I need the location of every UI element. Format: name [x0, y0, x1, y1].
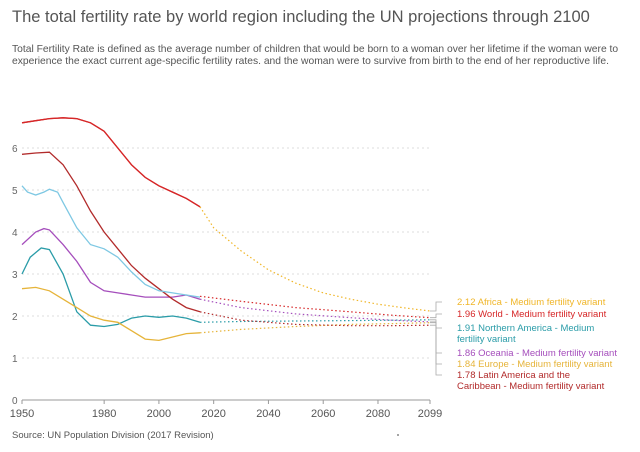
gridlines	[22, 147, 430, 359]
y-tick-label: 5	[12, 186, 18, 197]
series-end-label: fertility variant	[457, 334, 516, 345]
series-end-label: 1.78 Latin America and the	[457, 370, 570, 381]
series-line-historical	[21, 227, 201, 300]
y-tick-label: 3	[12, 270, 18, 281]
label-connector	[430, 324, 442, 376]
source-note: Source: UN Population Division (2017 Rev…	[12, 430, 214, 441]
y-axis-ticks: 0 1 2 3 4 5 6	[12, 144, 18, 407]
series-end-labels: 2.12 Africa - Medium fertility variant1.…	[457, 297, 617, 392]
series-end-label: Caribbean - Medium fertility variant	[457, 381, 605, 392]
y-tick-label: 0	[12, 396, 18, 407]
label-connector	[430, 301, 442, 312]
series-line-projection	[199, 295, 431, 319]
x-tick-label: 2020	[201, 408, 225, 420]
series-line-projection	[199, 206, 431, 312]
series-line-historical	[21, 185, 201, 298]
series-end-label: 1.91 Northern America - Medium	[457, 323, 594, 334]
label-connector	[430, 313, 442, 319]
x-tick-label: 2080	[366, 408, 390, 420]
series-line-projection	[199, 311, 431, 327]
series-line-projection	[199, 298, 431, 323]
x-tick-label: 1950	[10, 408, 34, 420]
y-tick-label: 6	[12, 144, 18, 155]
series-end-label: 1.84 Europe - Medium fertility variant	[457, 359, 613, 370]
x-tick-label: 2040	[256, 408, 280, 420]
x-tick-label: 2099	[418, 408, 442, 420]
series-line-historical	[21, 247, 201, 328]
x-tick-label: 2060	[311, 408, 335, 420]
y-tick-label: 2	[12, 312, 18, 323]
label-connectors	[430, 301, 442, 376]
dot-marker	[397, 434, 399, 436]
series-line-historical	[21, 117, 201, 208]
chart-subtitle: Total Fertility Rate is defined as the a…	[12, 44, 619, 67]
series-line-projection	[199, 322, 431, 334]
series-line-historical	[21, 151, 201, 313]
y-tick-label: 4	[12, 228, 18, 239]
x-tick-label: 1980	[92, 408, 116, 420]
series-end-label: 2.12 Africa - Medium fertility variant	[457, 297, 606, 308]
x-axis-ticks: 1950 1980 2000 2020 2040 2060 2080 2099	[10, 400, 442, 420]
series-end-label: 1.86 Oceania - Medium fertility variant	[457, 348, 617, 359]
series-line-historical	[21, 117, 201, 208]
series-lines	[21, 117, 431, 342]
series-line-historical	[21, 286, 201, 342]
chart-title: The total fertility rate by world region…	[12, 8, 590, 26]
y-tick-label: 1	[12, 354, 18, 365]
series-end-label: 1.96 World - Medium fertility variant	[457, 309, 607, 320]
x-tick-label: 2000	[147, 408, 171, 420]
